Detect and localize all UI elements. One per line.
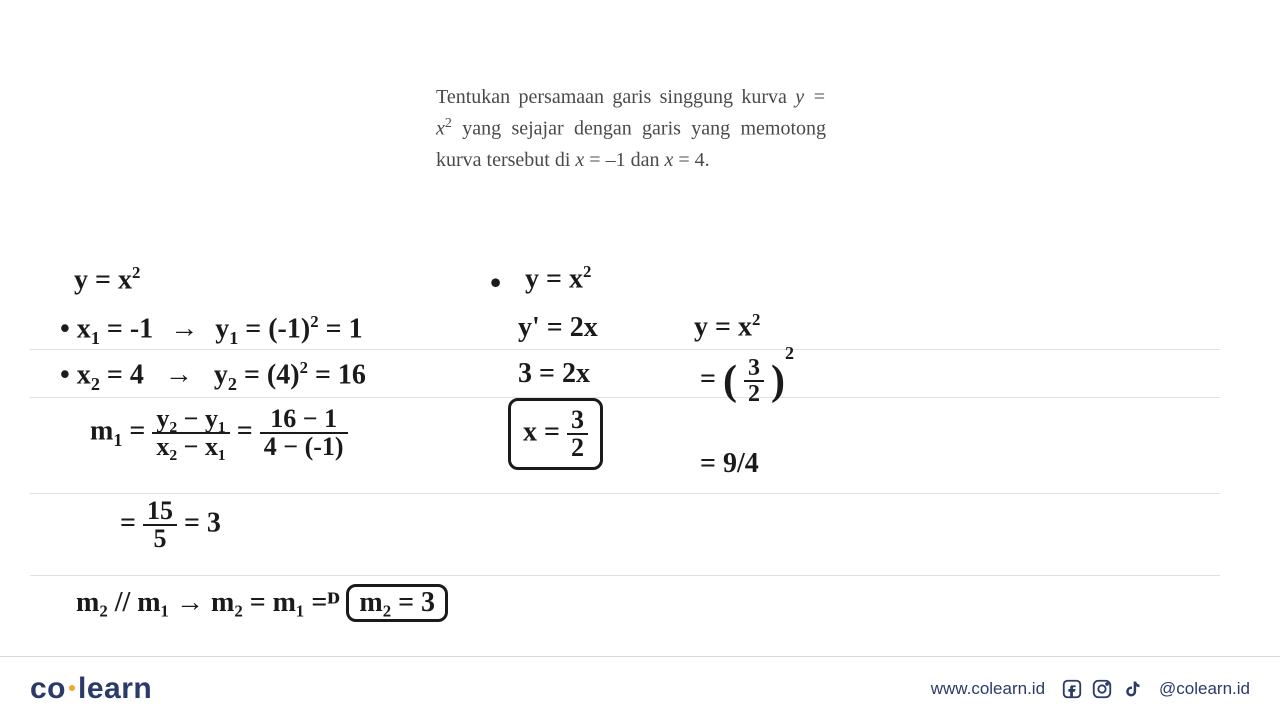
problem-eq1: = –1 dan: [584, 149, 664, 171]
website-url: www.colearn.id: [931, 679, 1045, 699]
hw-col2-eq1: y = x2: [525, 264, 591, 293]
problem-x2: x: [664, 149, 673, 171]
hw-equation: y = x2: [74, 265, 140, 294]
problem-x1: x: [575, 149, 584, 171]
social-handle: @colearn.id: [1159, 679, 1250, 699]
problem-text-1: Tentukan persamaan garis singgung kurva: [436, 86, 795, 108]
boxed-x: x = 3 2: [508, 398, 603, 470]
instagram-icon: [1091, 678, 1113, 700]
footer-right: www.colearn.id @colearn.id: [931, 678, 1250, 700]
tiktok-icon: [1121, 678, 1143, 700]
hw-col3-result: = 9/4: [700, 450, 759, 478]
hw-x1-row: • x1 = -1 → y1 = (-1)2 = 1: [60, 314, 363, 347]
problem-math-exp: 2: [445, 116, 452, 131]
hw-col3-eq1: y = x2: [694, 312, 760, 341]
social-icons: [1061, 678, 1143, 700]
logo: colearn: [30, 672, 152, 706]
hw-x2-row: • x2 = 4 → y2 = (4)2 = 16: [60, 360, 366, 393]
facebook-icon: [1061, 678, 1083, 700]
hw-col2-yprime: y' = 2x: [518, 314, 598, 342]
hw-col3-eq2: = ( 3 2 )2: [700, 356, 794, 406]
hw-m1-result: = 15 5 = 3: [120, 498, 221, 552]
problem-statement: Tentukan persamaan garis singgung kurva …: [436, 82, 826, 176]
logo-dot-icon: [69, 685, 75, 691]
boxed-m2: m₂ = 3: [346, 584, 448, 622]
footer: colearn www.colearn.id @colearn.id: [0, 656, 1280, 720]
hw-parallel-row: m₂ // m₁ → m₂ = m₁ =ᴰ m₂ = 3: [76, 584, 448, 622]
hw-bullet: •: [490, 266, 501, 298]
problem-eq2: = 4.: [673, 149, 709, 171]
hw-col2-eq2: 3 = 2x: [518, 360, 590, 388]
hw-m1-row: m1 = y₂ − y₁ x₂ − x₁ = 16 − 1 4 − (-1): [90, 406, 348, 460]
